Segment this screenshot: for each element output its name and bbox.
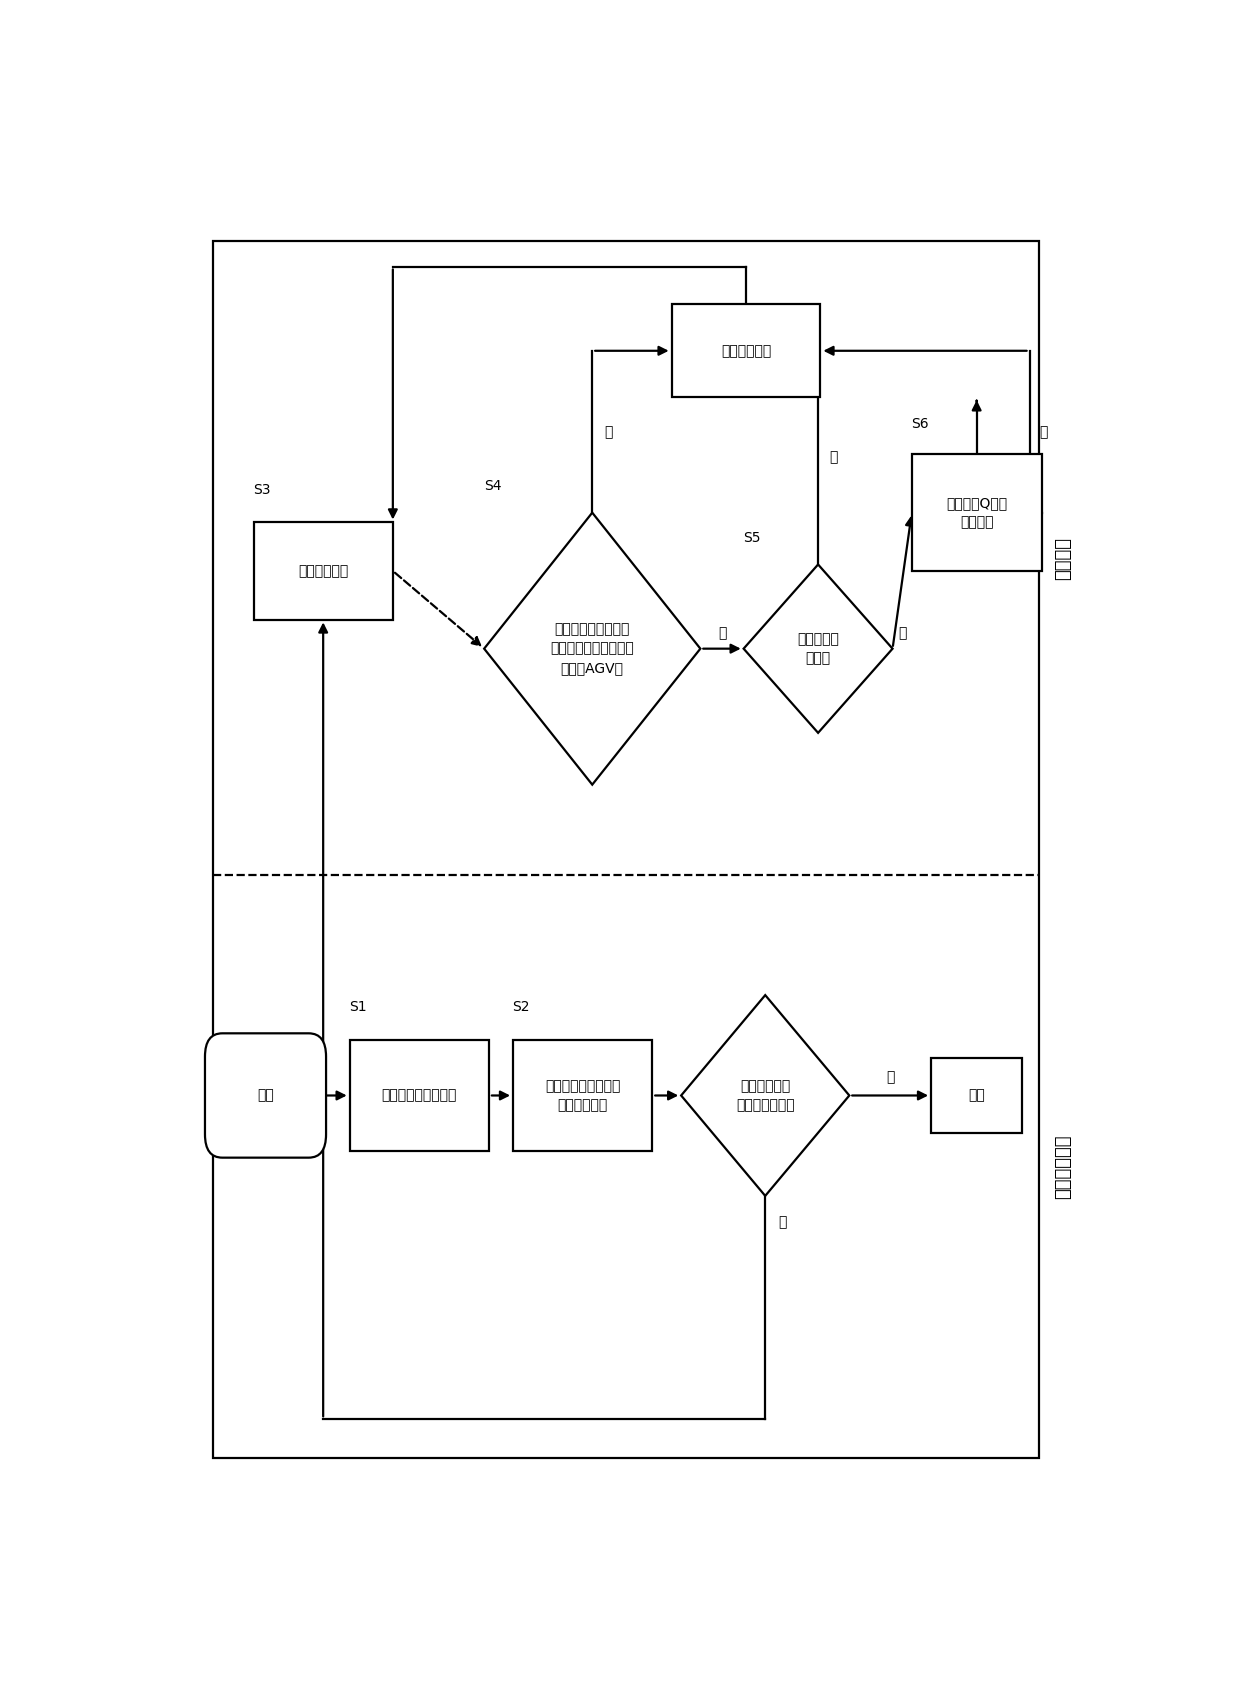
- Text: 是否会发生
碰撞？: 是否会发生 碰撞？: [797, 632, 839, 666]
- Bar: [911, 454, 1042, 570]
- Text: 向目标点移动: 向目标点移动: [298, 563, 348, 579]
- Bar: [672, 304, 821, 397]
- Bar: [931, 1058, 1022, 1134]
- Polygon shape: [681, 996, 849, 1196]
- Text: 改进的蚁群算法生成
全局最优路径: 改进的蚁群算法生成 全局最优路径: [544, 1078, 620, 1112]
- Text: 多智能体Q学习
动态避障: 多智能体Q学习 动态避障: [946, 496, 1007, 530]
- Text: S3: S3: [253, 483, 270, 498]
- Text: 否: 否: [604, 426, 613, 439]
- Bar: [213, 241, 1039, 1458]
- Text: 结束: 结束: [968, 1088, 985, 1102]
- Bar: [513, 1041, 652, 1150]
- Text: S4: S4: [484, 479, 501, 493]
- Text: 堆格法构态环境建模: 堆格法构态环境建模: [382, 1088, 458, 1102]
- Text: 否: 否: [779, 1214, 787, 1230]
- Text: 继续原始路径: 继续原始路径: [720, 343, 771, 358]
- Text: 判断当前位置
是否是目标点？: 判断当前位置 是否是目标点？: [735, 1078, 795, 1112]
- Text: 否: 否: [1039, 426, 1048, 439]
- Text: 动态避障: 动态避障: [1054, 537, 1073, 580]
- Text: S5: S5: [743, 532, 760, 545]
- Polygon shape: [484, 513, 701, 784]
- Text: S2: S2: [512, 999, 529, 1014]
- Text: 开始: 开始: [257, 1088, 274, 1102]
- Text: 是: 是: [885, 1070, 894, 1085]
- Polygon shape: [744, 565, 893, 733]
- Text: S6: S6: [911, 417, 929, 431]
- Text: 判断规定最小距离内
是否存在动态障碍物？
（其它AGV）: 判断规定最小距离内 是否存在动态障碍物？ （其它AGV）: [551, 622, 634, 674]
- Text: 是: 是: [898, 626, 906, 641]
- Text: 否: 否: [830, 451, 838, 464]
- Text: 是: 是: [718, 626, 727, 641]
- FancyBboxPatch shape: [205, 1033, 326, 1157]
- Bar: [350, 1041, 489, 1150]
- Bar: [253, 523, 393, 619]
- Text: S1: S1: [350, 999, 367, 1014]
- Text: 全局路径规划: 全局路径规划: [1054, 1134, 1073, 1199]
